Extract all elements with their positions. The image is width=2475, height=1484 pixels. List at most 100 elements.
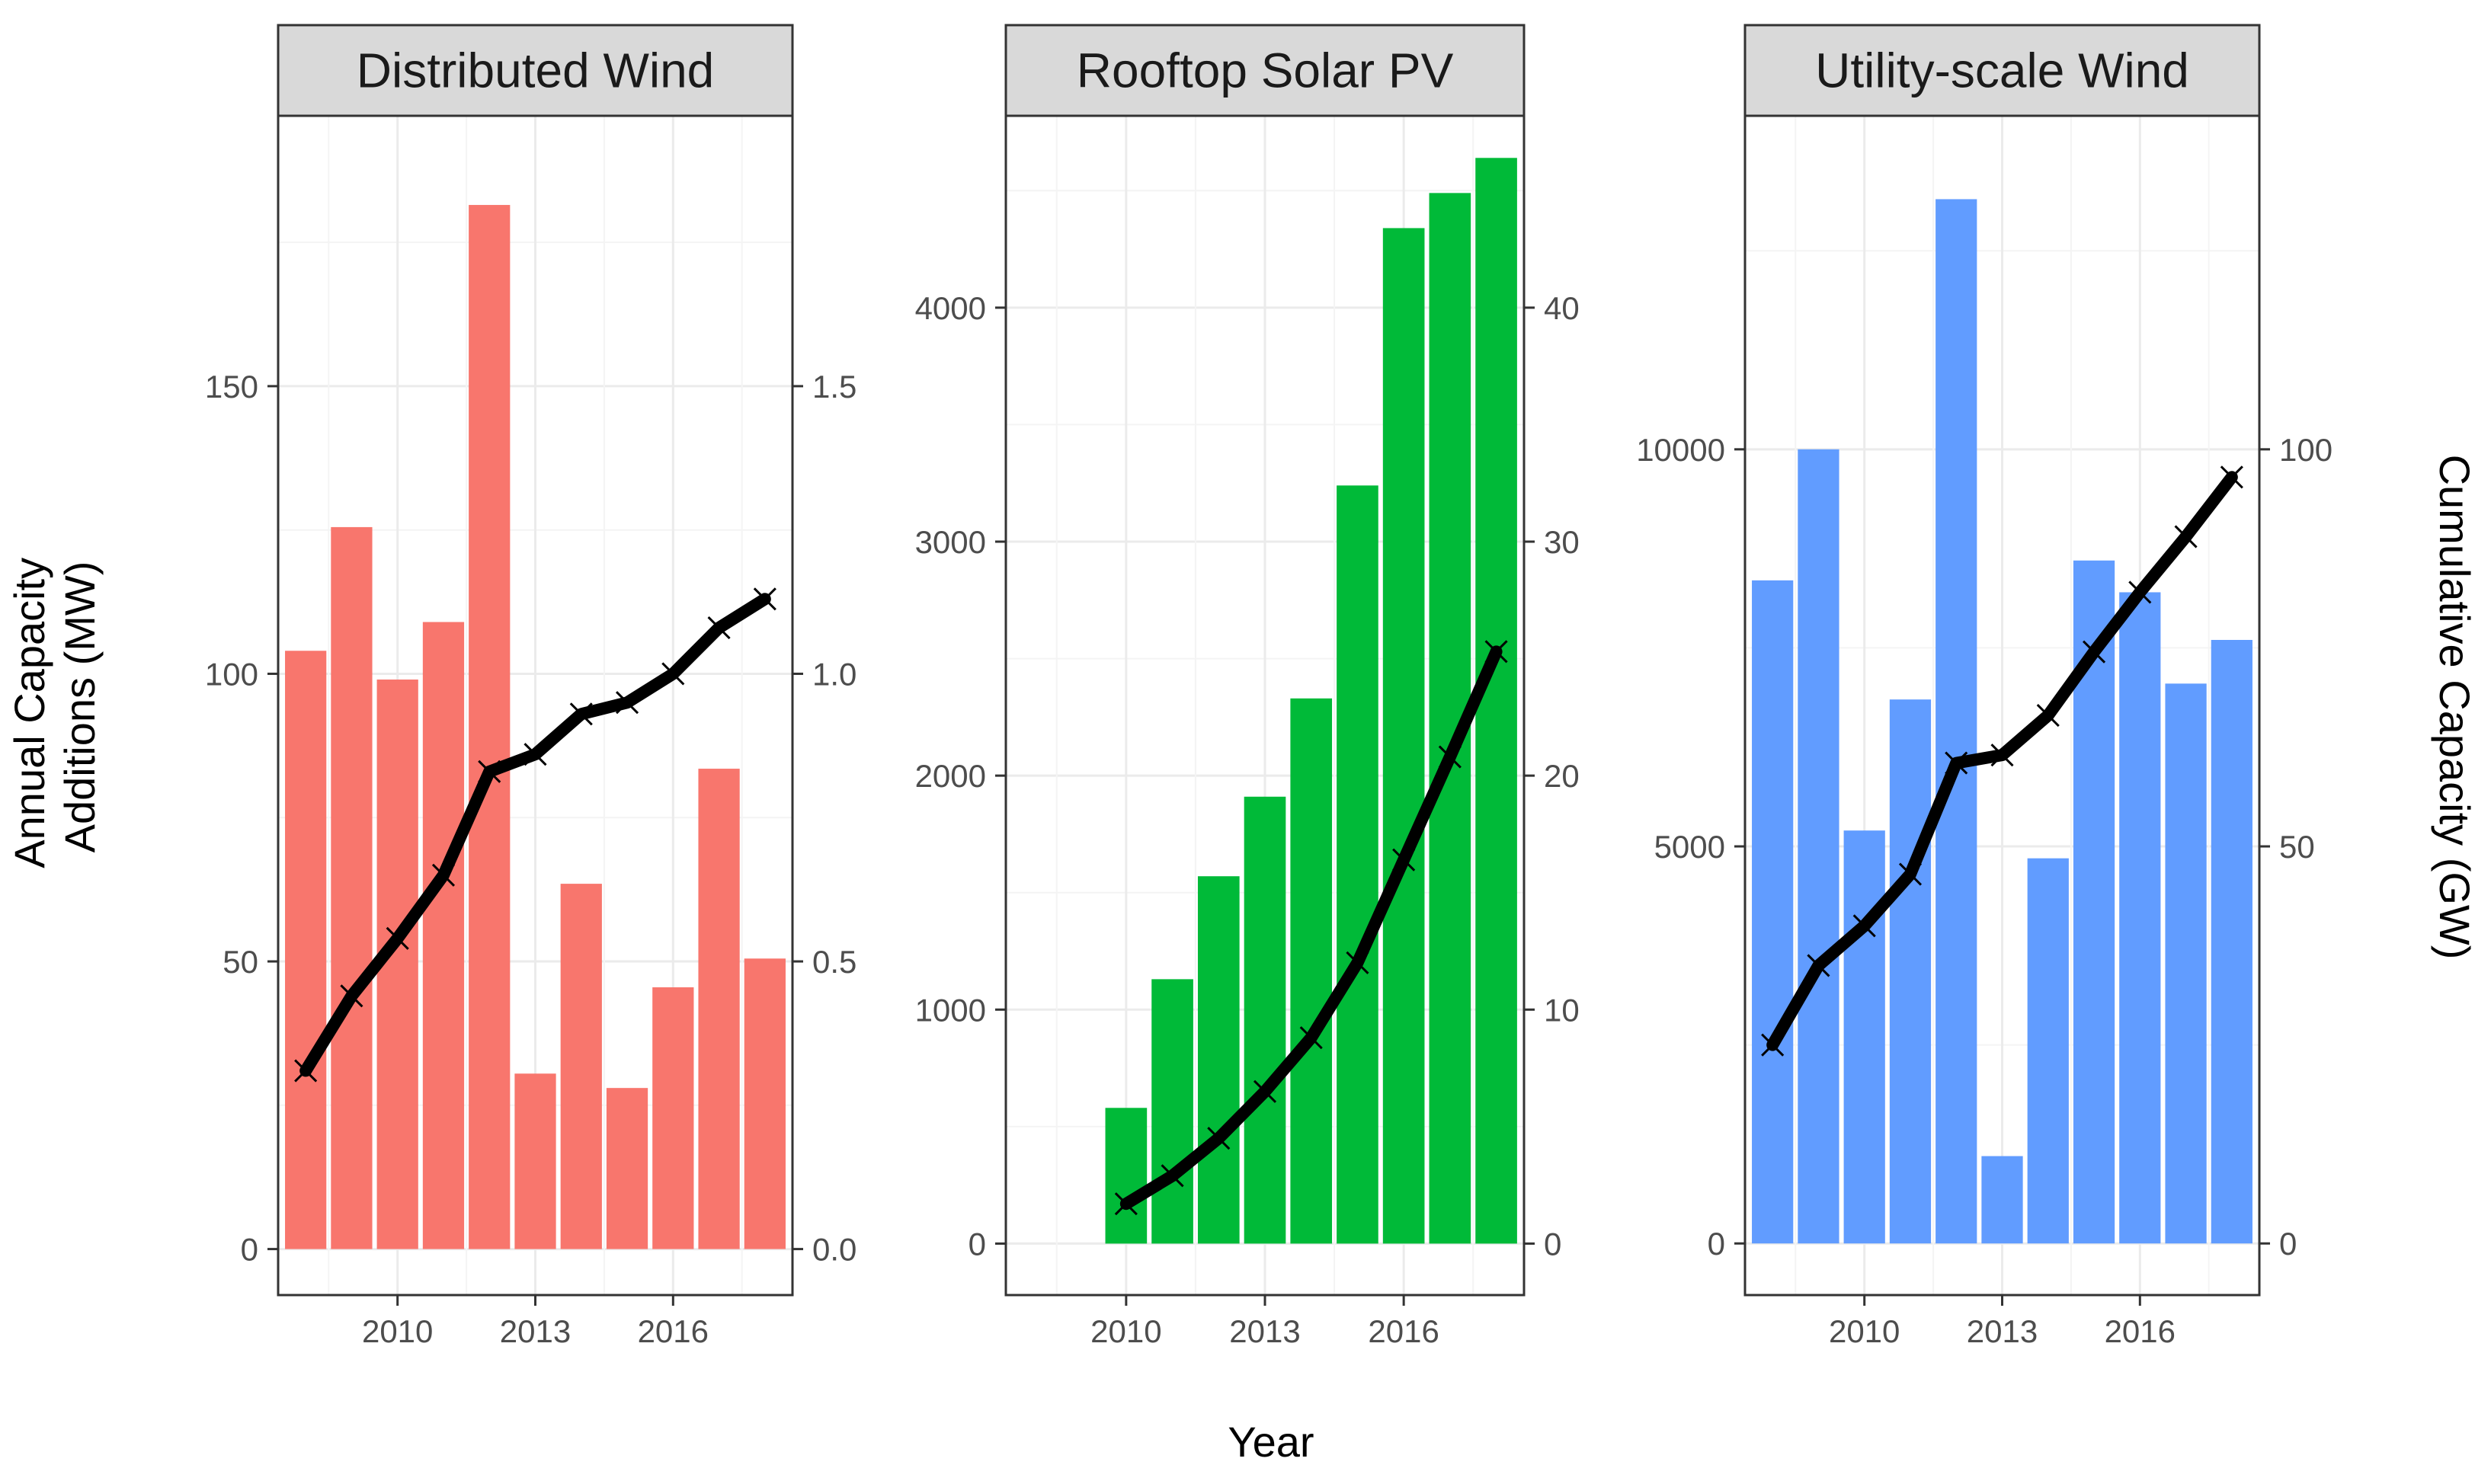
x-tick-label: 2013 (500, 1313, 571, 1349)
point-2011 (1898, 862, 1923, 886)
strip-utility-scale-wind (1743, 24, 2261, 117)
left-tick-label: 4000 (915, 290, 986, 326)
point-2017 (707, 616, 731, 640)
left-tick-label: 100 (205, 656, 258, 692)
bar-2009 (1798, 449, 1839, 1244)
y-axis-title-right: Cumulative Capacity (GW) (2431, 455, 2475, 960)
bar-2009 (331, 526, 373, 1249)
right-tick-label: 0 (2279, 1226, 2297, 1262)
point-2016 (2128, 580, 2152, 604)
cumulative-markers (1114, 640, 1508, 1216)
bar-2015 (1337, 485, 1378, 1244)
point-2018 (753, 587, 776, 611)
panel-title: Distributed Wind (357, 43, 715, 98)
x-tick-label: 2013 (1229, 1313, 1300, 1349)
right-tick-label: 20 (1544, 758, 1580, 794)
bars (1105, 158, 1517, 1244)
right-tick-label: 0.5 (812, 944, 856, 980)
right-tick-label: 100 (2279, 432, 2333, 468)
strip-distributed-wind (277, 24, 794, 117)
bar-2016 (1382, 228, 1425, 1244)
point-2017 (2174, 525, 2198, 549)
point-2010 (386, 926, 409, 950)
point-2018 (1484, 640, 1508, 664)
panel-distributed-wind: Distributed Wind 0 50 100 150 0.0 0.5 1.0 1.5 201… (205, 24, 856, 1349)
right-tick-label: 40 (1544, 290, 1580, 326)
y-axis-title-left-line-2: Additions (MW) (56, 561, 104, 853)
bar-2014 (1290, 698, 1333, 1244)
panel-title: Utility-scale Wind (1815, 43, 2189, 98)
point-2010 (1114, 1192, 1138, 1216)
point-2012 (478, 760, 501, 783)
point-2014 (2036, 703, 2060, 728)
right-axis: 0 50 100 (2259, 432, 2333, 1262)
panel-rooftop-solar-pv: Rooftop Solar PV 0 1000 2000 3000 4000 0 10 20 30… (915, 24, 1580, 1349)
point-2013 (1990, 744, 2014, 767)
left-axis: 0 50 100 150 (205, 369, 278, 1268)
point-2016 (1392, 848, 1416, 872)
left-tick-label: 50 (223, 944, 258, 980)
bar-2011 (1151, 979, 1193, 1244)
bar-2013 (1981, 1156, 2023, 1244)
right-tick-label: 10 (1544, 992, 1580, 1028)
right-axis: 0 10 20 30 40 (1524, 290, 1580, 1262)
x-tick-label: 2010 (1090, 1313, 1161, 1349)
bar-2017 (698, 769, 740, 1249)
y-axis-title-left-line-1: Annual Capacity (5, 558, 53, 868)
point-2015 (2082, 640, 2106, 664)
bar-2013 (1244, 796, 1286, 1244)
bar-2008 (1752, 580, 1794, 1244)
bar-2014 (560, 884, 602, 1249)
bar-2015 (606, 1088, 648, 1249)
point-2014 (569, 702, 593, 726)
left-tick-label: 5000 (1654, 829, 1725, 865)
bar-2018 (2211, 640, 2252, 1244)
left-axis: 0 5000 10000 (1636, 432, 1745, 1262)
x-tick-label: 2010 (362, 1313, 433, 1349)
x-axis: 2010 2013 2016 (362, 1295, 709, 1349)
bar-2011 (1889, 699, 1932, 1244)
x-tick-label: 2010 (1829, 1313, 1900, 1349)
bar-2016 (652, 987, 694, 1249)
right-axis: 0.0 0.5 1.0 1.5 (792, 369, 856, 1268)
cumulative-markers (1761, 465, 2243, 1057)
point-2011 (1161, 1164, 1184, 1188)
point-2011 (431, 863, 456, 887)
point-2017 (1438, 745, 1462, 769)
left-tick-label: 2000 (915, 758, 986, 794)
left-tick-label: 0 (969, 1226, 986, 1262)
right-tick-label: 0.0 (812, 1232, 856, 1268)
right-tick-label: 0 (1544, 1226, 1561, 1262)
y-axis-title-left: Annual Capacity Additions (MW) (5, 545, 104, 868)
point-2016 (661, 662, 685, 686)
left-tick-label: 0 (241, 1232, 258, 1268)
x-tick-label: 2016 (2105, 1313, 2176, 1349)
bar-2014 (2027, 858, 2069, 1244)
point-2008 (294, 1059, 318, 1083)
bar-2011 (422, 622, 465, 1249)
left-tick-label: 0 (1708, 1226, 1725, 1262)
bar-2010 (1843, 830, 1885, 1244)
left-tick-label: 10000 (1636, 432, 1725, 468)
point-2010 (1852, 914, 1876, 938)
bar-2013 (514, 1073, 556, 1249)
bar-2010 (1105, 1108, 1148, 1244)
bar-2016 (2119, 592, 2161, 1244)
left-tick-label: 3000 (915, 524, 986, 560)
point-2012 (1945, 751, 1968, 775)
x-axis: 2010 2013 2016 (1829, 1295, 2176, 1349)
point-2009 (340, 984, 363, 1008)
x-tick-label: 2013 (1967, 1313, 2038, 1349)
point-2014 (1299, 1026, 1323, 1050)
facet-panels: Distributed Wind0501001500.00.51.01.5201… (205, 24, 2333, 1349)
left-tick-label: 1000 (915, 992, 986, 1028)
right-tick-label: 1.5 (812, 369, 856, 405)
panel-title: Rooftop Solar PV (1077, 43, 1454, 98)
bars (1752, 199, 2252, 1244)
cumulative-markers (294, 587, 776, 1083)
point-2015 (1346, 951, 1369, 974)
bar-2008 (285, 651, 327, 1249)
point-2018 (2220, 465, 2243, 489)
